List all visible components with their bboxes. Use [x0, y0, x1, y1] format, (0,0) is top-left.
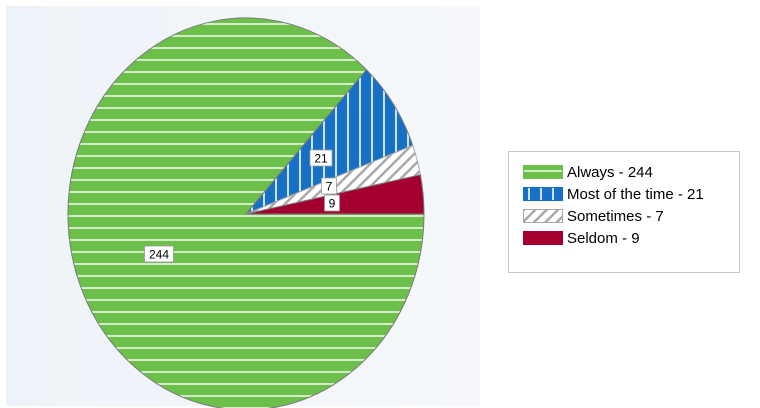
- data-label-seldom: 9: [324, 194, 340, 212]
- data-label-text-seldom: 9: [329, 197, 336, 211]
- pie-slice-always: [67, 17, 425, 408]
- data-label-most-of-the-time: 21: [309, 149, 333, 167]
- data-label-box-seldom: [324, 194, 340, 212]
- data-label-sometimes: 7: [321, 177, 337, 195]
- data-label-box-most-of-the-time: [309, 149, 333, 167]
- legend-item-seldom: Seldom - 9: [523, 228, 739, 248]
- legend-label-seldom: Seldom - 9: [567, 229, 640, 247]
- legend-label-sometimes: Sometimes - 7: [567, 207, 664, 225]
- legend-item-always: Always - 244: [523, 162, 739, 182]
- legend-item-sometimes: Sometimes - 7: [523, 206, 739, 226]
- pie-data-labels: 244 21 7 9: [144, 149, 340, 263]
- data-label-always: 244: [144, 245, 174, 263]
- data-label-box-always: [144, 245, 174, 263]
- data-label-text-always: 244: [149, 248, 169, 262]
- legend-swatch-always: [523, 165, 563, 179]
- pie-slice-seldom: [245, 174, 425, 215]
- data-label-box-sometimes: [321, 177, 337, 195]
- chart-legend: Always - 244 Most of the time - 21 Somet…: [508, 151, 740, 273]
- legend-swatch-sometimes: [523, 209, 563, 223]
- data-label-text-most-of-the-time: 21: [314, 152, 328, 166]
- pie-chart: 244 21 7 9: [67, 17, 425, 408]
- data-label-text-sometimes: 7: [326, 180, 333, 194]
- legend-swatch-seldom: [523, 231, 563, 245]
- pie-slices: [67, 17, 425, 408]
- chart-area: 244 21 7 9: [6, 6, 480, 408]
- legend-swatch-most-of-the-time: [523, 187, 563, 201]
- legend-label-always: Always - 244: [567, 163, 653, 181]
- legend-item-most-of-the-time: Most of the time - 21: [523, 184, 739, 204]
- legend-label-most-of-the-time: Most of the time - 21: [567, 185, 704, 203]
